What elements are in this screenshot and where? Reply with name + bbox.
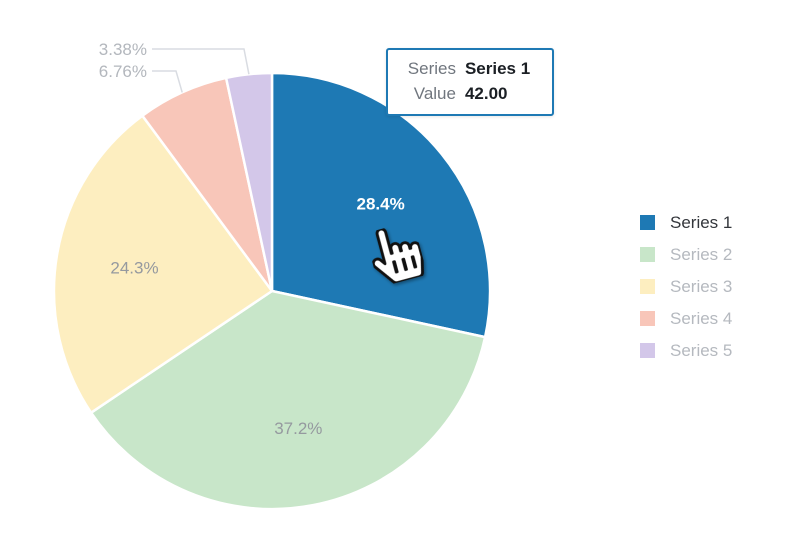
leader-line [152, 70, 183, 93]
legend-item-series-3[interactable]: Series 3 [640, 276, 732, 297]
legend-swatch [640, 343, 655, 358]
pie-slice-label: 37.2% [274, 419, 322, 438]
legend-item-series-4[interactable]: Series 4 [640, 308, 732, 329]
pie-slice-series-2[interactable] [89, 289, 487, 511]
pie-slice-outside-label: 3.38% [99, 40, 147, 59]
legend-swatch [640, 215, 655, 230]
hand-cursor-icon [371, 227, 424, 285]
pie-slice-series-5[interactable] [224, 71, 274, 293]
pie-slice-series-3[interactable] [52, 114, 274, 414]
tooltip-value-value: 42.00 [464, 84, 508, 103]
legend-item-series-1[interactable]: Series 1 [640, 212, 732, 233]
legend-item-label: Series 2 [670, 244, 733, 264]
legend-item-series-5[interactable]: Series 5 [640, 340, 732, 361]
pie-slice-label: 24.3% [110, 258, 158, 277]
leader-line [152, 48, 250, 75]
tooltip-series-value: Series 1 [464, 59, 531, 78]
pie-slice-outside-label: 6.76% [99, 62, 147, 81]
legend-item-label: Series 5 [670, 340, 733, 360]
tooltip-series-label: Series [407, 59, 456, 78]
pie-slice-series-1[interactable] [270, 71, 492, 339]
tooltip-value-label: Value [413, 84, 456, 103]
legend-item-label: Series 3 [670, 276, 733, 296]
legend-swatch [640, 279, 655, 294]
legend-item-series-2[interactable]: Series 2 [640, 244, 732, 265]
tooltip: Series Series 1 Value 42.00 [386, 48, 554, 116]
legend: Series 1 Series 2 Series 3 Series 4 Series 5 [640, 212, 732, 361]
legend-swatch [640, 247, 655, 262]
legend-swatch [640, 311, 655, 326]
legend-item-label: Series 4 [670, 308, 733, 328]
pie-slice-label: 28.4% [356, 194, 404, 213]
legend-item-label: Series 1 [670, 212, 733, 232]
